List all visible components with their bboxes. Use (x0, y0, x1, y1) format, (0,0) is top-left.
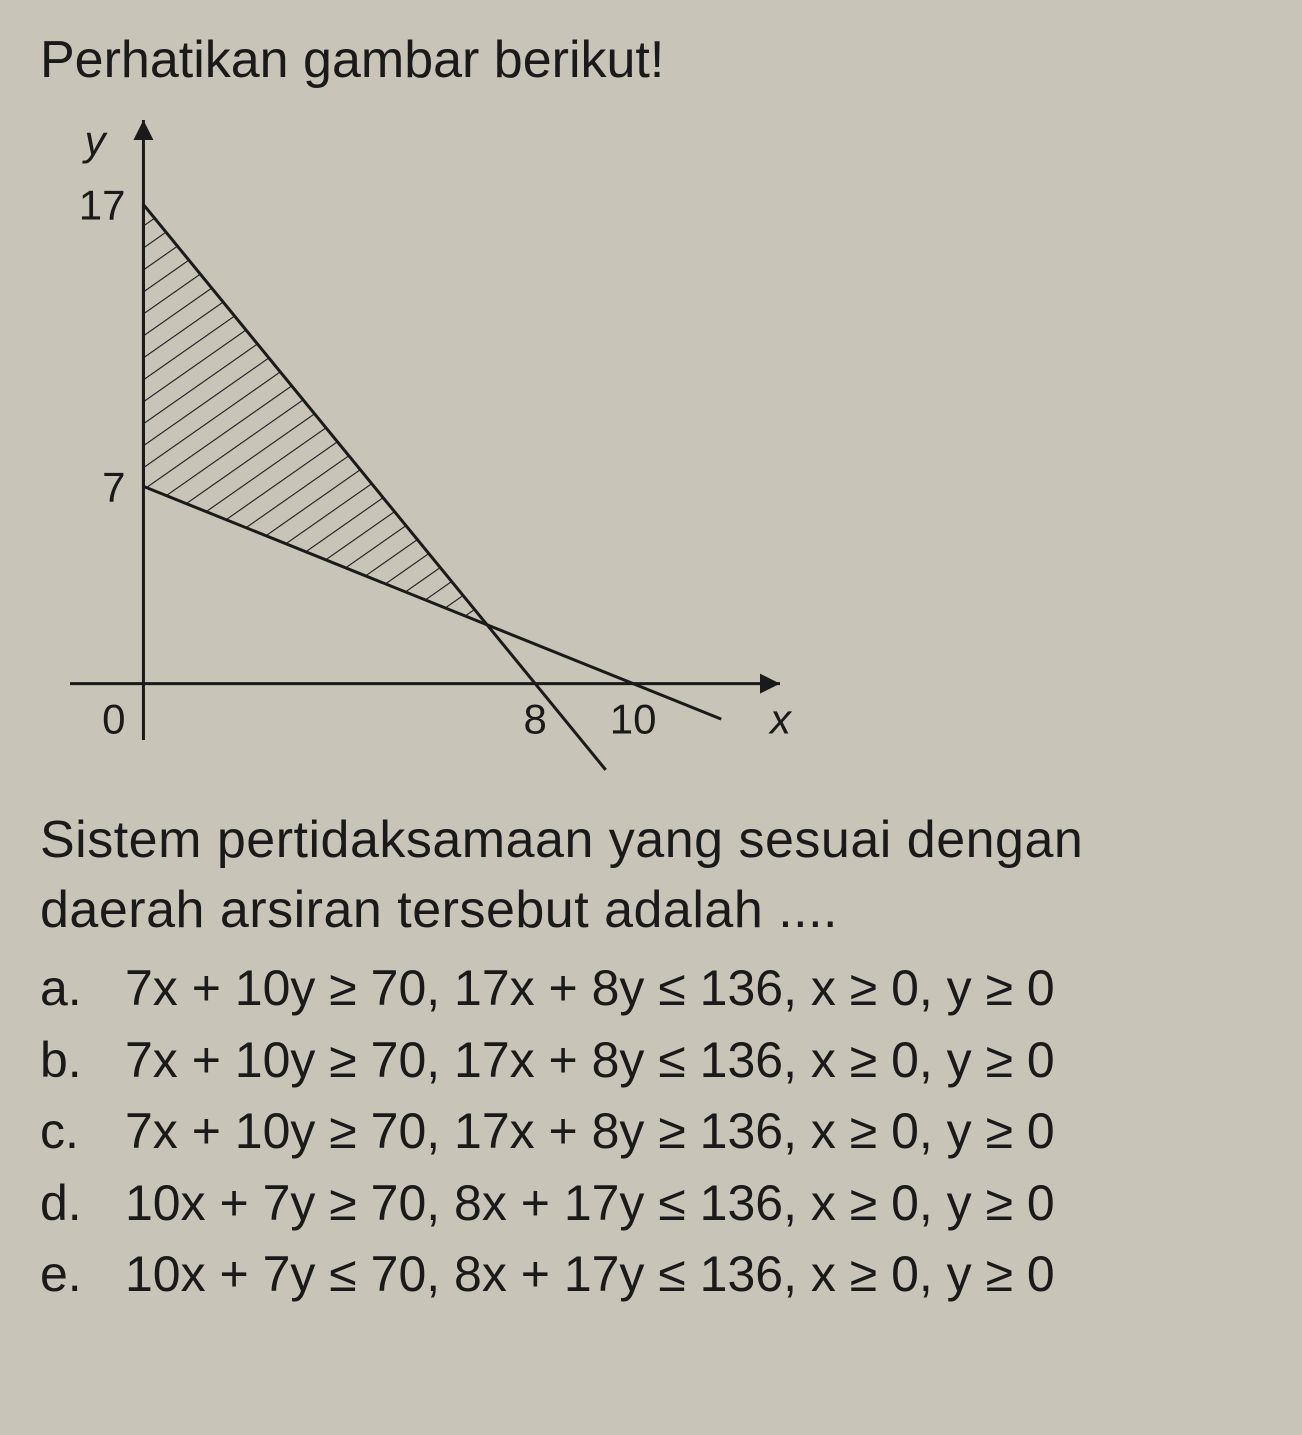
option-text: 7x + 10y ≥ 70, 17x + 8y ≤ 136, x ≥ 0, y … (125, 955, 1262, 1023)
option-row[interactable]: b.7x + 10y ≥ 70, 17x + 8y ≤ 136, x ≥ 0, … (40, 1027, 1262, 1095)
option-text: 7x + 10y ≥ 70, 17x + 8y ≥ 136, x ≥ 0, y … (125, 1098, 1262, 1166)
options-list: a.7x + 10y ≥ 70, 17x + 8y ≤ 136, x ≥ 0, … (40, 955, 1262, 1309)
question-page: Perhatikan gambar berikut! 17 7 8 10 0 y x Sis… (0, 0, 1302, 1329)
svg-text:y: y (81, 117, 108, 164)
option-letter: a. (40, 955, 125, 1023)
instruction-text: Perhatikan gambar berikut! (40, 30, 1262, 90)
option-text: 10x + 7y ≥ 70, 8x + 17y ≤ 136, x ≥ 0, y … (125, 1170, 1262, 1238)
chart-svg: 17 7 8 10 0 y x (40, 100, 800, 780)
option-row[interactable]: a.7x + 10y ≥ 70, 17x + 8y ≤ 136, x ≥ 0, … (40, 955, 1262, 1023)
option-row[interactable]: d.10x + 7y ≥ 70, 8x + 17y ≤ 136, x ≥ 0, … (40, 1170, 1262, 1238)
option-letter: e. (40, 1241, 125, 1309)
svg-text:x: x (768, 696, 793, 743)
option-text: 7x + 10y ≥ 70, 17x + 8y ≤ 136, x ≥ 0, y … (125, 1027, 1262, 1095)
svg-text:17: 17 (79, 182, 126, 229)
option-row[interactable]: e.10x + 7y ≤ 70, 8x + 17y ≤ 136, x ≥ 0, … (40, 1241, 1262, 1309)
question-stem: Sistem pertidaksamaan yang sesuai dengan… (40, 805, 1262, 945)
option-letter: b. (40, 1027, 125, 1095)
svg-text:8: 8 (523, 696, 546, 743)
svg-text:7: 7 (102, 463, 125, 510)
option-row[interactable]: c.7x + 10y ≥ 70, 17x + 8y ≥ 136, x ≥ 0, … (40, 1098, 1262, 1166)
chart-figure: 17 7 8 10 0 y x (40, 100, 1262, 785)
svg-text:10: 10 (610, 696, 657, 743)
option-text: 10x + 7y ≤ 70, 8x + 17y ≤ 136, x ≥ 0, y … (125, 1241, 1262, 1309)
option-letter: d. (40, 1170, 125, 1238)
option-letter: c. (40, 1098, 125, 1166)
svg-text:0: 0 (102, 696, 125, 743)
